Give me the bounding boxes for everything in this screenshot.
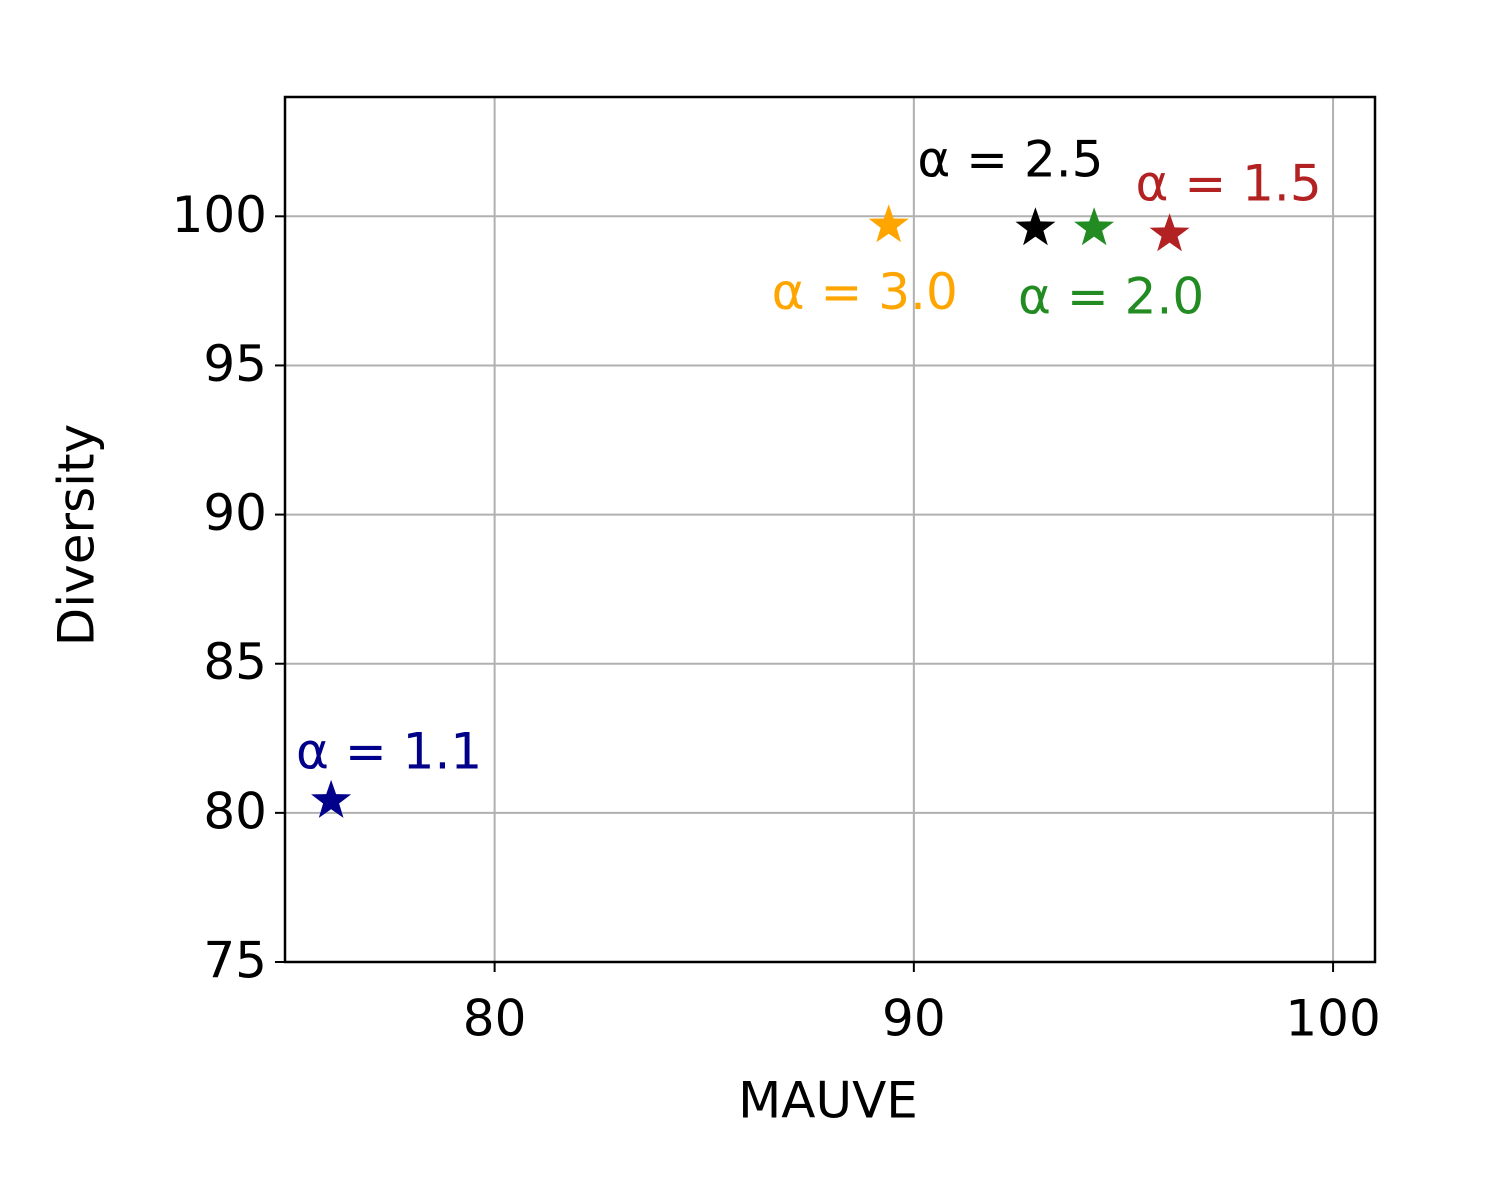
point bbox=[868, 204, 909, 243]
y-axis-label: Diversity bbox=[48, 424, 106, 646]
y-tick-label: 90 bbox=[203, 484, 267, 542]
x-tick-label: 90 bbox=[882, 990, 946, 1048]
point-label: α = 1.1 bbox=[296, 722, 482, 780]
point bbox=[1015, 207, 1056, 246]
point bbox=[311, 779, 352, 818]
point-label: α = 1.5 bbox=[1135, 155, 1321, 213]
point-label: α = 2.0 bbox=[1018, 268, 1204, 326]
y-tick-label: 80 bbox=[203, 782, 267, 840]
point bbox=[1074, 207, 1115, 246]
point-label: α = 3.0 bbox=[772, 263, 958, 321]
x-tick-label: 100 bbox=[1285, 990, 1380, 1048]
point-label: α = 2.5 bbox=[917, 131, 1103, 189]
y-tick-label: 95 bbox=[203, 335, 267, 393]
plot-frame bbox=[283, 95, 1377, 964]
y-tick-label: 75 bbox=[203, 932, 267, 990]
y-tick-label: 100 bbox=[172, 186, 267, 244]
x-tick-label: 80 bbox=[463, 990, 527, 1048]
x-axis-label: MAUVE bbox=[738, 1072, 918, 1130]
y-tick-label: 85 bbox=[203, 633, 267, 691]
point bbox=[1149, 213, 1190, 252]
